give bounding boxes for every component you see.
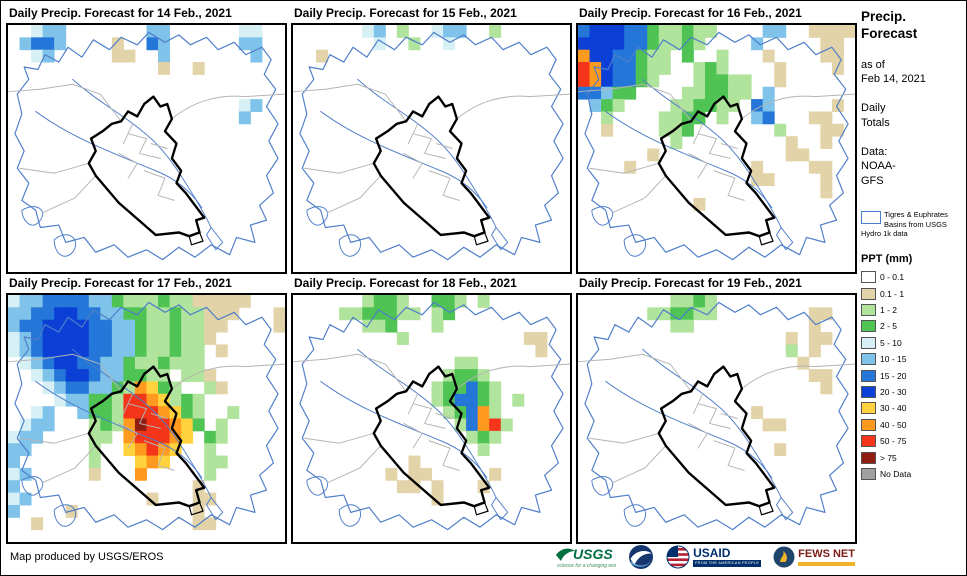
- map-panel-16feb: Daily Precip. Forecast for 16 Feb., 2021: [576, 4, 857, 274]
- legend-item: > 75: [861, 449, 963, 465]
- map-canvas: [6, 23, 287, 274]
- map-panel-14feb: Daily Precip. Forecast for 14 Feb., 2021: [6, 4, 287, 274]
- legend-label: 2 - 5: [880, 321, 898, 332]
- fewsnet-emblem-icon: [773, 546, 795, 568]
- noaa-wave-icon: [631, 560, 652, 567]
- map-grid: Daily Precip. Forecast for 14 Feb., 2021…: [6, 4, 857, 544]
- panel-title: Daily Precip. Forecast for 17 Feb., 2021: [9, 276, 232, 290]
- map-canvas: [576, 23, 857, 274]
- legend-label: 15 - 20: [880, 370, 907, 381]
- legend-item: 50 - 75: [861, 433, 963, 449]
- legend-swatch: [861, 271, 876, 284]
- basin-note-text: Tigres & Euphrates Basins from USGS Hydr…: [861, 209, 948, 239]
- legend-swatch: [861, 336, 876, 349]
- map-canvas: [291, 293, 572, 544]
- map-canvas: [291, 23, 572, 274]
- sidebar-title: Precip. Forecast: [861, 9, 918, 41]
- usaid-emblem-icon: [666, 545, 690, 569]
- fewsnet-bar: [798, 561, 855, 566]
- map-svg: [293, 295, 570, 531]
- basemap-overlay: [8, 31, 285, 261]
- legend-item: 10 - 15: [861, 351, 963, 367]
- noaa-logo: [629, 545, 654, 569]
- map-canvas: [6, 293, 287, 544]
- legend-swatch: [861, 451, 876, 464]
- data-source-text: Data: NOAA- GFS: [861, 145, 896, 187]
- legend-item: 0.1 - 1: [861, 285, 963, 301]
- map-svg: [578, 25, 855, 261]
- fewsnet-logo: FEWS NET: [773, 546, 855, 568]
- panel-title: Daily Precip. Forecast for 16 Feb., 2021: [579, 6, 802, 20]
- map-canvas: [576, 293, 857, 544]
- legend-swatch: [861, 418, 876, 431]
- basin-outline-icon: [861, 210, 881, 224]
- usgs-wordmark: USGS: [573, 546, 613, 562]
- map-svg: [578, 295, 855, 531]
- panel-title: Daily Precip. Forecast for 19 Feb., 2021: [579, 276, 802, 290]
- legend-label: 50 - 75: [880, 436, 907, 447]
- legend-swatch: [861, 402, 876, 415]
- legend-item: 20 - 30: [861, 384, 963, 400]
- map-svg: [8, 25, 285, 261]
- legend-swatch: [861, 435, 876, 448]
- basemap-overlay: [293, 31, 570, 261]
- legend-label: 10 - 15: [880, 354, 907, 365]
- map-panel-17feb: Daily Precip. Forecast for 17 Feb., 2021: [6, 274, 287, 544]
- legend-label: 5 - 10: [880, 337, 902, 348]
- legend-item: 5 - 10: [861, 335, 963, 351]
- legend-item: 0 - 0.1: [861, 269, 963, 285]
- map-svg: [8, 295, 285, 531]
- map-svg: [293, 25, 570, 261]
- legend-swatch: [861, 467, 876, 480]
- legend-items: 0 - 0.1 0.1 - 1 1 - 2 2 - 5 5 - 10 10 - 15 15 …: [861, 269, 963, 482]
- usaid-tagline: FROM THE AMERICAN PEOPLE: [693, 560, 762, 567]
- daily-totals-text: Daily Totals: [861, 102, 890, 129]
- legend-swatch: [861, 287, 876, 300]
- legend-label: 30 - 40: [880, 403, 907, 414]
- legend-label: 0.1 - 1: [880, 288, 905, 299]
- legend-swatch: [861, 386, 876, 398]
- footer: Map produced by USGS/EROS USGS science f…: [6, 542, 855, 572]
- basin-note: Tigres & Euphrates Basins from USGS Hydr…: [861, 210, 963, 239]
- as-of-text: as of Feb 14, 2021: [861, 58, 926, 86]
- legend-label: No Data: [880, 468, 912, 479]
- credit-text: Map produced by USGS/EROS: [10, 551, 164, 563]
- legend-title: PPT (mm): [861, 253, 913, 266]
- legend-item: No Data: [861, 466, 963, 482]
- map-panel-18feb: Daily Precip. Forecast for 18 Feb., 2021: [291, 274, 572, 544]
- panel-title: Daily Precip. Forecast for 14 Feb., 2021: [9, 6, 232, 20]
- legend-label: > 75: [880, 452, 897, 463]
- fewsnet-wordmark: FEWS NET: [798, 547, 855, 560]
- sidebar: Precip. Forecast as of Feb 14, 2021 Dail…: [861, 9, 963, 482]
- legend-item: 1 - 2: [861, 302, 963, 318]
- legend-item: 15 - 20: [861, 367, 963, 383]
- agency-logos: USGS science for a changing world: [554, 544, 855, 570]
- map-panel-19feb: Daily Precip. Forecast for 19 Feb., 2021: [576, 274, 857, 544]
- usgs-wave-icon: [556, 548, 576, 561]
- precip-legend: PPT (mm) 0 - 0.1 0.1 - 1 1 - 2 2 - 5 5 - 10 1…: [861, 253, 963, 482]
- legend-swatch: [861, 353, 876, 366]
- legend-swatch: [861, 320, 876, 333]
- usaid-logo: USAID FROM THE AMERICAN PEOPLE: [666, 545, 762, 569]
- legend-label: 1 - 2: [880, 305, 898, 316]
- legend-swatch: [861, 304, 876, 317]
- legend-label: 0 - 0.1: [880, 272, 905, 283]
- map-panel-15feb: Daily Precip. Forecast for 15 Feb., 2021: [291, 4, 572, 274]
- panel-title: Daily Precip. Forecast for 15 Feb., 2021: [294, 6, 517, 20]
- legend-label: 40 - 50: [880, 419, 907, 430]
- usgs-logo: USGS science for a changing world: [556, 546, 616, 569]
- legend-item: 30 - 40: [861, 400, 963, 416]
- panel-title: Daily Precip. Forecast for 18 Feb., 2021: [294, 276, 517, 290]
- legend-label: 20 - 30: [880, 387, 907, 397]
- usaid-wordmark: USAID: [693, 546, 731, 560]
- legend-item: 40 - 50: [861, 417, 963, 433]
- noaa-seagull-icon: [630, 551, 652, 565]
- legend-item: 2 - 5: [861, 318, 963, 334]
- legend-swatch: [861, 369, 876, 382]
- usgs-tagline: science for a changing world: [557, 563, 616, 569]
